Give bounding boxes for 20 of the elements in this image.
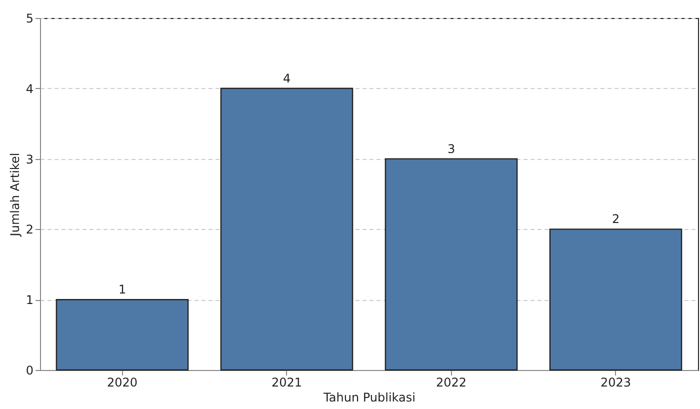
y-tick-label: 2 [26,222,34,237]
y-tick-label: 3 [26,152,34,166]
x-tick-label: 2021 [271,376,302,390]
y-tick-label: 0 [26,364,34,378]
y-axis-title: Jumlah Artikel [8,152,22,238]
data-label: 4 [282,71,291,86]
x-tick-label: 2023 [600,376,632,390]
data-label: 2 [612,212,620,226]
bar [220,88,354,371]
bar [56,299,189,371]
y-tick-label: 1 [26,293,34,308]
y-tick-label: 4 [26,82,34,96]
x-axis-title: Tahun Publikasi [322,390,416,404]
x-tick-label: 2022 [436,376,467,390]
y-tick-label: 5 [26,12,34,26]
bar [549,228,682,371]
data-label: 3 [447,142,456,156]
x-tick-label: 2020 [106,376,138,390]
bar [384,158,518,371]
data-label: 1 [118,282,126,297]
